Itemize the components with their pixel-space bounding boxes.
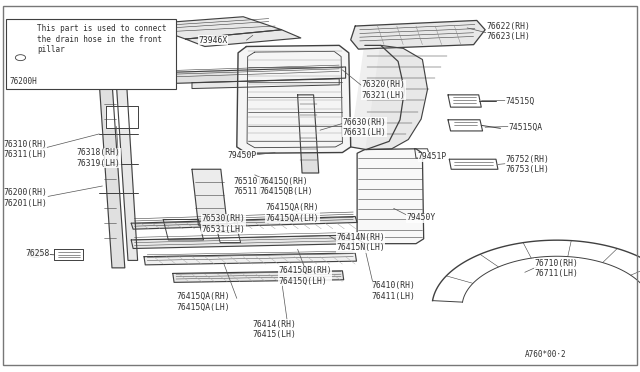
Text: 76415QA(RH)
76415QA(LH): 76415QA(RH) 76415QA(LH)	[176, 292, 230, 312]
Polygon shape	[449, 159, 498, 169]
Text: 76530(RH)
76531(LH): 76530(RH) 76531(LH)	[202, 214, 246, 234]
Text: 76415Q(RH)
76415QB(LH): 76415Q(RH) 76415QB(LH)	[259, 177, 313, 196]
Text: 79450P: 79450P	[227, 151, 257, 160]
Polygon shape	[218, 220, 239, 231]
Polygon shape	[106, 106, 138, 128]
Text: 79451P: 79451P	[418, 153, 447, 161]
Text: 74515Q: 74515Q	[506, 97, 535, 106]
Polygon shape	[366, 45, 428, 150]
Polygon shape	[415, 149, 430, 158]
Text: 76752(RH)
76753(LH): 76752(RH) 76753(LH)	[506, 155, 550, 174]
Text: 76710(RH)
76711(LH): 76710(RH) 76711(LH)	[534, 259, 579, 278]
Polygon shape	[163, 67, 346, 84]
Polygon shape	[351, 20, 485, 49]
Text: 76630(RH)
76631(LH): 76630(RH) 76631(LH)	[342, 118, 387, 137]
Polygon shape	[54, 249, 83, 260]
Polygon shape	[99, 82, 125, 268]
Text: 76318(RH)
76319(LH): 76318(RH) 76319(LH)	[77, 148, 121, 168]
Polygon shape	[173, 271, 344, 282]
Text: 76258: 76258	[26, 249, 50, 258]
Text: 76415QA(RH)
76415QA(LH): 76415QA(RH) 76415QA(LH)	[266, 203, 319, 222]
Polygon shape	[218, 232, 241, 243]
Text: 73946X: 73946X	[198, 36, 227, 45]
Text: 76414N(RH)
76415N(LH): 76414N(RH) 76415N(LH)	[336, 233, 385, 252]
Polygon shape	[186, 30, 301, 46]
Text: 76414(RH)
76415(LH): 76414(RH) 76415(LH)	[253, 320, 297, 339]
Polygon shape	[351, 45, 404, 150]
FancyBboxPatch shape	[6, 19, 176, 89]
Text: 76320(RH)
76321(LH): 76320(RH) 76321(LH)	[362, 80, 406, 100]
Circle shape	[29, 250, 42, 257]
Polygon shape	[357, 149, 424, 244]
Polygon shape	[298, 95, 319, 173]
Polygon shape	[144, 253, 356, 265]
Polygon shape	[131, 235, 354, 248]
Text: A760*00·2: A760*00·2	[525, 350, 566, 359]
Text: 76200(RH)
76201(LH): 76200(RH) 76201(LH)	[3, 188, 47, 208]
Polygon shape	[144, 17, 282, 39]
Polygon shape	[192, 169, 227, 225]
Polygon shape	[237, 45, 351, 153]
Polygon shape	[163, 219, 204, 240]
Text: 74515QA: 74515QA	[509, 123, 543, 132]
Text: 79450Y: 79450Y	[406, 213, 436, 222]
Text: 76510(RH)
76511(LH): 76510(RH) 76511(LH)	[234, 177, 278, 196]
Polygon shape	[131, 217, 357, 229]
Polygon shape	[448, 95, 481, 107]
Text: 76200H: 76200H	[10, 77, 37, 86]
Text: 76410(RH)
76411(LH): 76410(RH) 76411(LH)	[371, 281, 415, 301]
Polygon shape	[448, 120, 483, 131]
Text: 76622(RH)
76623(LH): 76622(RH) 76623(LH)	[486, 22, 531, 41]
Text: 76415QB(RH)
76415Q(LH): 76415QB(RH) 76415Q(LH)	[278, 266, 332, 286]
Polygon shape	[116, 86, 138, 260]
Polygon shape	[192, 79, 339, 89]
Text: This part is used to connect
the drain hose in the front
pillar: This part is used to connect the drain h…	[37, 24, 166, 54]
Text: 76310(RH)
76311(LH): 76310(RH) 76311(LH)	[3, 140, 47, 159]
